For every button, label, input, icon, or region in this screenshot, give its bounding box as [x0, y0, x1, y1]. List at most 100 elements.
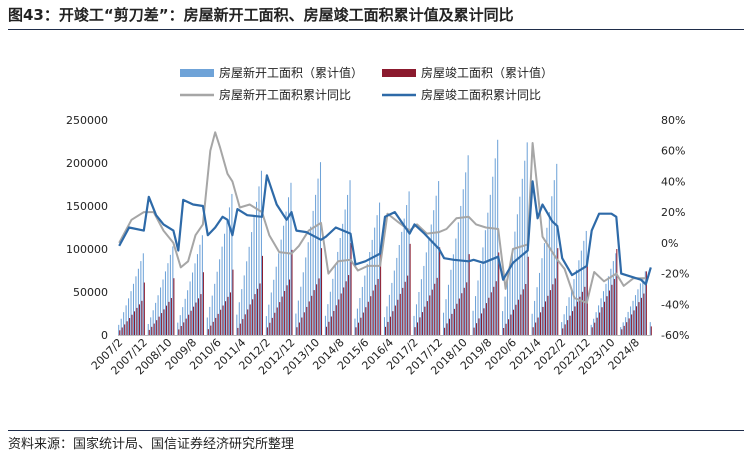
bar-new-start	[123, 312, 125, 335]
bar-completion	[328, 321, 330, 335]
bar-completion	[345, 281, 347, 335]
bar-completion	[601, 307, 603, 335]
bar-new-start	[401, 231, 403, 335]
bar-new-start	[393, 270, 395, 335]
bar-new-start	[243, 275, 245, 335]
bar-completion	[185, 318, 187, 335]
bar-completion	[215, 317, 217, 335]
bar-new-start	[475, 296, 477, 335]
bar-new-start	[398, 245, 400, 335]
bar-completion	[217, 313, 219, 335]
bar-new-start	[386, 306, 388, 335]
bar-new-start	[364, 275, 366, 335]
bar-completion	[397, 299, 399, 335]
bar-new-start	[164, 271, 166, 335]
bar-completion	[141, 300, 143, 335]
bar-new-start	[228, 207, 230, 335]
bar-completion	[638, 302, 640, 335]
bar-completion	[254, 294, 256, 335]
bar-completion	[495, 281, 497, 335]
bar-completion	[520, 294, 522, 335]
bar-completion	[271, 317, 273, 335]
bar-new-start	[420, 279, 422, 335]
bar-completion	[540, 312, 542, 335]
bar-new-start	[568, 297, 570, 335]
bar-completion	[626, 322, 628, 335]
bar-completion	[207, 329, 209, 335]
bar-new-start	[634, 295, 637, 335]
bar-completion	[306, 306, 308, 335]
bar-completion	[453, 308, 455, 335]
bar-new-start	[189, 281, 191, 335]
figure-title: 图43：开竣工“剪刀差”：房屋新开工面积、房屋竣工面积累计值及累计同比	[8, 6, 514, 24]
bar-new-start	[219, 259, 221, 335]
bar-new-start	[137, 268, 139, 335]
bar-completion	[579, 296, 581, 335]
bar-new-start	[199, 244, 201, 335]
bar-completion	[596, 317, 598, 335]
bar-new-start	[467, 155, 469, 335]
bar-new-start	[509, 265, 511, 335]
bar-new-start	[315, 194, 317, 335]
bar-new-start	[430, 224, 432, 335]
bar-completion	[348, 275, 350, 335]
bar-completion	[569, 315, 571, 335]
bar-new-start	[273, 279, 275, 335]
bar-new-start	[600, 298, 602, 335]
bar-new-start	[369, 252, 371, 335]
bar-completion	[313, 290, 315, 335]
bar-new-start	[285, 211, 287, 335]
bar-new-start	[376, 215, 378, 335]
bar-new-start	[344, 209, 346, 335]
bar-completion	[303, 312, 305, 335]
bar-completion	[421, 312, 423, 335]
bar-new-start	[443, 312, 445, 335]
legend-label: 房屋新开工面积累计同比	[219, 87, 351, 102]
bar-completion	[385, 326, 387, 335]
bar-new-start	[295, 313, 297, 335]
bar-new-start	[238, 302, 240, 335]
bar-completion	[466, 282, 468, 335]
bar-completion	[611, 284, 613, 335]
bar-completion	[458, 298, 460, 335]
bar-completion	[451, 313, 453, 335]
y-right-tick-label: 0%	[661, 237, 678, 250]
bar-completion	[574, 306, 576, 335]
bar-new-start	[625, 317, 627, 335]
bar-new-start	[578, 260, 580, 335]
bar-completion	[261, 255, 263, 335]
bar-new-start	[142, 253, 144, 335]
bar-new-start	[391, 282, 393, 335]
bar-completion	[156, 320, 158, 335]
bar-completion	[503, 328, 505, 335]
bar-new-start	[543, 243, 545, 335]
bar-completion	[478, 318, 480, 335]
y-right-tick-label: -40%	[661, 298, 689, 311]
bar-completion	[338, 299, 340, 335]
bar-completion	[200, 294, 202, 335]
bar-new-start	[639, 283, 641, 335]
bar-new-start	[366, 263, 368, 335]
bar-completion	[372, 290, 374, 335]
bar-completion	[316, 284, 318, 335]
bar-new-start	[147, 324, 149, 335]
bar-new-start	[241, 289, 243, 335]
bar-completion	[650, 326, 652, 335]
bar-new-start	[620, 327, 622, 335]
y-left-tick-label: 50000	[73, 286, 108, 299]
bar-new-start	[359, 298, 361, 335]
bar-completion	[480, 313, 483, 335]
bar-completion	[557, 248, 559, 335]
bar-new-start	[260, 170, 262, 335]
y-left-tick-label: 100000	[66, 243, 108, 256]
bar-new-start	[450, 269, 452, 335]
bar-new-start	[570, 288, 573, 335]
bar-new-start	[534, 300, 536, 335]
bar-completion	[604, 301, 606, 335]
bar-new-start	[209, 306, 211, 335]
bar-completion	[367, 301, 369, 335]
bar-new-start	[423, 265, 425, 335]
bar-new-start	[415, 304, 417, 335]
bar-completion	[505, 323, 507, 335]
bar-new-start	[337, 251, 339, 335]
